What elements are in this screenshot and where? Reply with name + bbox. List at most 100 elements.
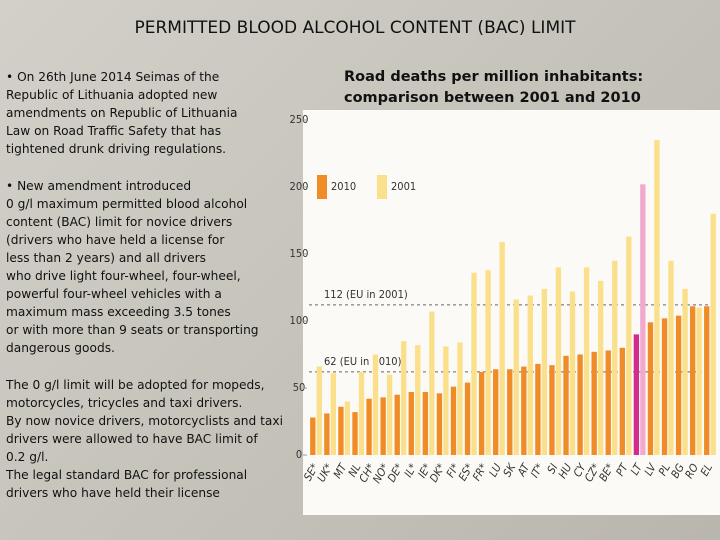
bar [549, 365, 555, 455]
bar [583, 267, 590, 455]
bar [704, 306, 710, 455]
text-line: dangerous goods. [6, 341, 115, 355]
bar [605, 350, 611, 455]
bar [436, 393, 443, 455]
y-tick-label: 50 [293, 381, 306, 394]
text-line: content (BAC) limit for novice drivers [6, 215, 233, 229]
legend-label: 2001 [391, 180, 416, 193]
bar [344, 401, 351, 455]
bar [577, 354, 583, 455]
bar [633, 334, 640, 455]
x-tick-label: PL [656, 462, 673, 478]
legend-swatch [317, 175, 327, 199]
y-tick-label: 250 [290, 113, 309, 126]
bar [408, 392, 414, 455]
bar [696, 307, 702, 455]
bar [386, 374, 393, 455]
legend-swatch [377, 175, 387, 199]
bar [429, 311, 435, 455]
bar [471, 272, 477, 455]
bar [597, 280, 604, 455]
bar [457, 342, 463, 455]
bar [563, 355, 569, 455]
y-tick-label: 200 [290, 180, 309, 193]
bar [338, 406, 344, 455]
bar [380, 397, 386, 455]
text-line: • New amendment introduced [6, 179, 192, 193]
bar [675, 315, 682, 455]
bar [358, 371, 365, 455]
x-tick-label: FI* [444, 461, 462, 479]
text-line: tightened drunk driving regulations. [6, 142, 227, 156]
text-line: maximum mass exceeding 3.5 tones [6, 305, 231, 319]
chart-title: Road deaths per million inhabitants: [344, 69, 644, 85]
x-tick-label: IL* [402, 461, 420, 479]
bar [654, 140, 660, 455]
bar [352, 412, 358, 455]
text-line: drivers who have held their license [6, 486, 220, 500]
text-line: Law on Road Traffic Safety that has [6, 124, 222, 138]
bar [535, 363, 541, 455]
text-line: The legal standard BAC for professional [6, 468, 248, 482]
bar [394, 394, 400, 455]
bar [569, 291, 576, 455]
chart: 0 50 100 150 200 250 112 (EU in 2001) 62 (EU in… [290, 110, 720, 515]
bar [316, 366, 322, 455]
slide-title: PERMITTED BLOOD ALCOHOL CONTENT (BAC) LI… [134, 18, 576, 38]
text-line: By now novice drivers, motorcyclists and… [6, 414, 283, 428]
bar [443, 346, 449, 455]
text-line: drivers were allowed to have BAC limit o… [6, 432, 258, 446]
bar [661, 318, 668, 455]
bar [464, 382, 471, 455]
text-line: motorcycles, tricycles and taxi drivers. [6, 396, 243, 410]
bar [682, 288, 688, 455]
legend-label: 2010 [331, 180, 356, 193]
paragraph: • On 26th June 2014 Seimas of the Republi… [6, 68, 291, 158]
text-line: The 0 g/l limit will be adopted for mope… [6, 378, 265, 392]
x-tick-label: NL [346, 462, 364, 480]
bar [626, 236, 632, 455]
bar [513, 299, 519, 455]
x-tick-label: EL [698, 462, 715, 479]
bar [527, 295, 533, 455]
chart-subtitle: comparison between 2001 and 2010 [344, 90, 641, 106]
text-line: who drive light four-wheel, four-wheel, [6, 269, 241, 283]
chart-heading: Road deaths per million inhabitants: com… [344, 67, 643, 109]
bar [310, 417, 316, 455]
bar [493, 369, 499, 455]
text-line: (drivers who have held a license for [6, 233, 225, 247]
reference-label: 112 (EU in 2001) [324, 288, 408, 301]
y-tick-label: 100 [290, 314, 309, 327]
paragraph: The 0 g/l limit will be adopted for mope… [6, 376, 291, 502]
bar [401, 341, 407, 455]
bar [485, 270, 491, 455]
bar [450, 386, 457, 455]
bar [415, 345, 421, 455]
bar [324, 413, 330, 455]
bar [507, 369, 513, 455]
y-tick-label: 0 [296, 448, 302, 461]
bar [668, 260, 674, 455]
bar [591, 351, 597, 455]
bar [619, 347, 625, 455]
text-line: • On 26th June 2014 Seimas of the [6, 70, 220, 84]
text-line: 0.2 g/l. [6, 450, 49, 464]
bar [330, 373, 337, 455]
bar [640, 184, 646, 455]
text-line: or with more than 9 seats or transportin… [6, 323, 259, 337]
bar [710, 213, 716, 455]
text-line: powerful four-wheel vehicles with a [6, 287, 222, 301]
paragraph: • New amendment introduced 0 g/l maximum … [6, 177, 291, 357]
bar [366, 398, 372, 455]
text-line: less than 2 years) and all drivers [6, 251, 206, 265]
reference-label: 62 (EU in 2010) [324, 355, 402, 368]
text-line: amendments on Republic of Lithuania [6, 106, 238, 120]
bar [612, 260, 618, 455]
y-tick-label: 150 [290, 247, 309, 260]
bar [372, 354, 379, 455]
bar [647, 322, 654, 455]
x-tick-label: IT* [528, 461, 546, 480]
bar [521, 366, 527, 455]
bar [499, 241, 505, 455]
